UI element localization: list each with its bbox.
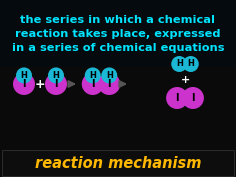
Circle shape bbox=[166, 87, 188, 109]
Text: I: I bbox=[54, 79, 58, 89]
Circle shape bbox=[85, 67, 101, 83]
Text: I: I bbox=[191, 93, 195, 103]
Bar bbox=[0, 0, 236, 67]
Text: I: I bbox=[175, 93, 179, 103]
Text: H: H bbox=[187, 59, 194, 68]
Text: reaction mechanism: reaction mechanism bbox=[35, 156, 201, 170]
Bar bbox=[2, 150, 234, 176]
Circle shape bbox=[101, 67, 117, 83]
Circle shape bbox=[183, 56, 199, 72]
Text: H: H bbox=[21, 71, 27, 80]
Text: H: H bbox=[176, 59, 183, 68]
Circle shape bbox=[45, 73, 67, 95]
Text: H: H bbox=[89, 71, 96, 80]
Circle shape bbox=[171, 56, 187, 72]
Text: +: + bbox=[35, 78, 45, 90]
Text: I: I bbox=[22, 79, 26, 89]
Text: H: H bbox=[53, 71, 59, 80]
Text: H: H bbox=[106, 71, 113, 80]
Circle shape bbox=[16, 67, 32, 83]
Text: the series in which a chemical
reaction takes place, expressed
in a series of ch: the series in which a chemical reaction … bbox=[12, 15, 224, 53]
Circle shape bbox=[82, 73, 104, 95]
Circle shape bbox=[98, 73, 120, 95]
Text: +: + bbox=[180, 75, 190, 85]
Text: I: I bbox=[91, 79, 94, 89]
Circle shape bbox=[182, 87, 204, 109]
Circle shape bbox=[13, 73, 35, 95]
Circle shape bbox=[48, 67, 64, 83]
Text: I: I bbox=[108, 79, 111, 89]
